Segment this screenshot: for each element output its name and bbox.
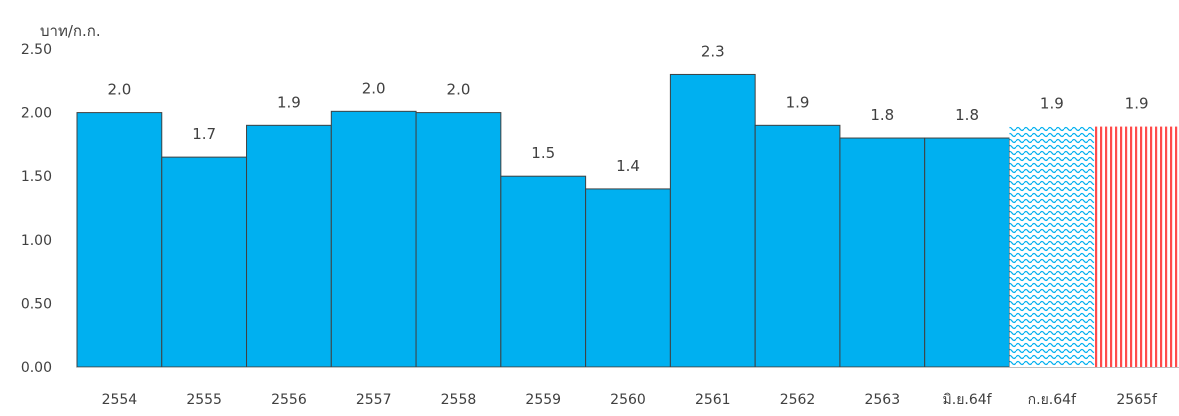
data-label: 1.5: [531, 144, 555, 162]
data-labels: 2.0 1.7 1.9 2.0 2.0 1.5 1.4 2.3 1.9 1.8 1.8 1.9 1.9: [107, 42, 1148, 174]
x-tick-label: 2560: [610, 392, 646, 408]
bar-2559: [500, 175, 587, 368]
bar-2561: [669, 73, 756, 368]
bar-2563: [839, 137, 926, 368]
x-tick-label: 2561: [695, 392, 731, 408]
y-tick-label: 0.50: [21, 296, 52, 312]
data-label: 2.0: [107, 81, 131, 99]
x-tick-label: 2562: [780, 392, 816, 408]
bars: [76, 73, 1179, 368]
x-tick-label: 2558: [441, 392, 477, 408]
data-label: 1.9: [1125, 95, 1149, 113]
x-tick-label: 2559: [525, 392, 561, 408]
x-tick-label: ก.ย.64f: [1028, 392, 1077, 408]
x-tick-label: มิ.ย.64f: [943, 392, 993, 408]
data-label: 2.0: [362, 79, 386, 97]
bar-2556: [246, 124, 332, 368]
bar-ก.ย.64f: [1009, 126, 1095, 367]
y-axis-ticks: 0.00 0.50 1.00 1.50 2.00 2.50: [21, 42, 52, 376]
x-tick-label: 2565f: [1116, 392, 1158, 408]
bar-2562: [754, 124, 841, 368]
data-label: 1.9: [1040, 95, 1064, 113]
y-tick-label: 2.50: [21, 42, 52, 58]
x-tick-label: 2554: [102, 392, 138, 408]
bar-2555: [161, 156, 248, 368]
data-label: 1.9: [277, 93, 301, 111]
x-tick-label: 2555: [186, 392, 222, 408]
y-tick-label: 1.50: [21, 169, 52, 185]
y-tick-label: 0.00: [21, 360, 52, 376]
bar-2560: [585, 188, 671, 368]
y-tick-label: 2.00: [21, 106, 52, 122]
data-label: 1.8: [870, 106, 894, 124]
data-label: 2.0: [447, 81, 471, 99]
x-tick-label: 2563: [864, 392, 900, 408]
bar-2557: [330, 110, 417, 368]
x-tick-label: 2557: [356, 392, 392, 408]
y-tick-label: 1.00: [21, 233, 52, 249]
data-label: 1.7: [192, 125, 216, 143]
bar-2565f: [1094, 126, 1179, 367]
x-axis-ticks: 2554 2555 2556 2557 2558 2559 2560 2561 2562 2563…: [102, 392, 1158, 408]
data-label: 1.4: [616, 157, 640, 175]
bar-2554: [76, 112, 163, 368]
data-label: 2.3: [701, 42, 725, 60]
data-label: 1.9: [786, 93, 810, 111]
bar-มิ.ย.64f: [924, 137, 1010, 368]
bar-2558: [415, 112, 502, 368]
x-tick-label: 2556: [271, 392, 307, 408]
data-label: 1.8: [955, 106, 979, 124]
y-axis-label: บาท/ก.ก.: [40, 22, 101, 40]
